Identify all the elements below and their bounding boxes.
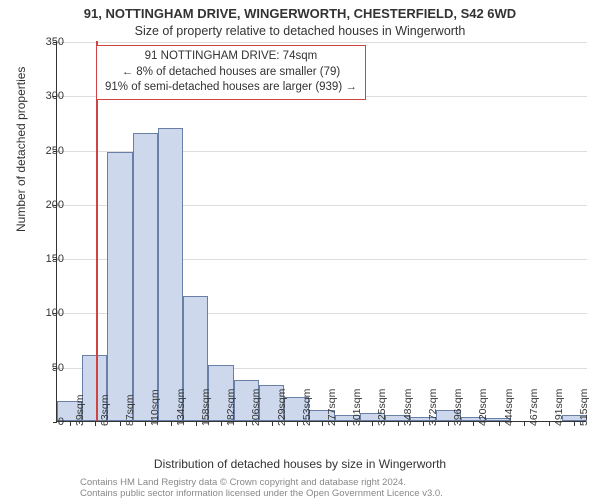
ytick-label: 200 (46, 199, 64, 211)
xtick-label: 277sqm (326, 389, 338, 426)
xtick-mark (473, 422, 474, 426)
xtick-mark (524, 422, 525, 426)
xtick-label: 396sqm (452, 389, 464, 426)
gridline (57, 42, 587, 43)
xtick-mark (171, 422, 172, 426)
xtick-mark (196, 422, 197, 426)
xtick-mark (574, 422, 575, 426)
chart-title-secondary: Size of property relative to detached ho… (0, 24, 600, 38)
xtick-label: 420sqm (477, 389, 489, 426)
xtick-mark (322, 422, 323, 426)
x-axis-label: Distribution of detached houses by size … (0, 457, 600, 471)
ytick-label: 350 (46, 36, 64, 48)
histogram-bar (133, 133, 158, 421)
xtick-label: 444sqm (503, 389, 515, 426)
xtick-label: 253sqm (301, 389, 313, 426)
xtick-label: 110sqm (149, 389, 161, 426)
xtick-label: 325sqm (376, 389, 388, 426)
xtick-mark (499, 422, 500, 426)
chart-title-primary: 91, NOTTINGHAM DRIVE, WINGERWORTH, CHEST… (0, 6, 600, 21)
xtick-label: 39sqm (74, 394, 86, 426)
ytick-label: 150 (46, 253, 64, 265)
attribution-line1: Contains HM Land Registry data © Crown c… (80, 477, 443, 488)
histogram-bar (158, 128, 183, 421)
xtick-mark (120, 422, 121, 426)
xtick-label: 467sqm (528, 389, 540, 426)
xtick-label: 134sqm (175, 389, 187, 426)
callout-line3: 91% of semi-detached houses are larger (… (105, 80, 357, 96)
ytick-label: 50 (52, 362, 64, 374)
ytick-label: 250 (46, 145, 64, 157)
xtick-mark (423, 422, 424, 426)
xtick-mark (95, 422, 96, 426)
xtick-label: 491sqm (553, 389, 565, 426)
histogram-bar (107, 152, 132, 421)
callout-line1: 91 NOTTINGHAM DRIVE: 74sqm (105, 49, 357, 65)
xtick-mark (448, 422, 449, 426)
ytick-label: 100 (46, 307, 64, 319)
xtick-mark (347, 422, 348, 426)
callout-box: 91 NOTTINGHAM DRIVE: 74sqm ← 8% of detac… (96, 45, 366, 100)
xtick-label: 372sqm (427, 389, 439, 426)
xtick-mark (221, 422, 222, 426)
callout-line2: ← 8% of detached houses are smaller (79) (105, 65, 357, 81)
ytick-label: 300 (46, 90, 64, 102)
xtick-label: 87sqm (124, 394, 136, 426)
xtick-mark (272, 422, 273, 426)
xtick-mark (70, 422, 71, 426)
attribution-text: Contains HM Land Registry data © Crown c… (80, 477, 443, 500)
xtick-label: 182sqm (225, 389, 237, 426)
xtick-mark (398, 422, 399, 426)
xtick-label: 206sqm (250, 389, 262, 426)
xtick-mark (246, 422, 247, 426)
xtick-mark (297, 422, 298, 426)
chart-container: 91, NOTTINGHAM DRIVE, WINGERWORTH, CHEST… (0, 0, 600, 500)
xtick-mark (372, 422, 373, 426)
xtick-label: 63sqm (99, 394, 111, 426)
xtick-mark (145, 422, 146, 426)
ytick-label: 0 (58, 416, 64, 428)
xtick-label: 515sqm (578, 389, 590, 426)
y-axis-label: Number of detached properties (14, 67, 28, 232)
xtick-mark (549, 422, 550, 426)
xtick-label: 229sqm (276, 389, 288, 426)
xtick-label: 301sqm (351, 389, 363, 426)
attribution-line2: Contains public sector information licen… (80, 488, 443, 499)
ytick-mark (53, 422, 57, 423)
xtick-label: 348sqm (402, 389, 414, 426)
xtick-label: 158sqm (200, 389, 212, 426)
